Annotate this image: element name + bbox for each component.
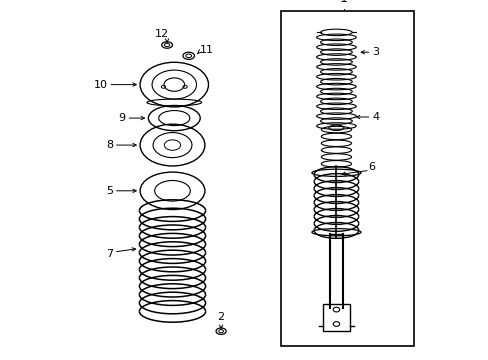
Text: 2: 2 (217, 312, 224, 322)
Text: 9: 9 (118, 113, 125, 123)
Text: 1: 1 (339, 0, 347, 5)
Text: 4: 4 (371, 112, 379, 122)
Text: 6: 6 (368, 162, 375, 172)
Bar (280, 11, 413, 346)
Text: 8: 8 (106, 140, 113, 150)
Text: 10: 10 (94, 80, 107, 90)
Bar (322, 304, 349, 331)
Text: 3: 3 (371, 47, 379, 57)
Text: 5: 5 (106, 186, 113, 196)
Text: 11: 11 (199, 45, 213, 55)
Text: 12: 12 (154, 28, 168, 39)
Text: 7: 7 (106, 249, 113, 259)
